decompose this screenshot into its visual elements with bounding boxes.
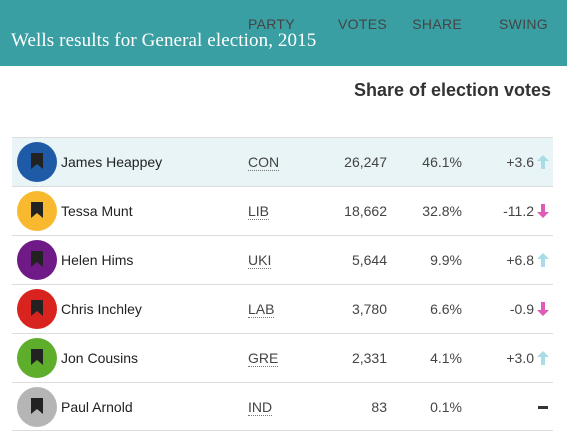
party-abbreviation-text: LAB <box>248 301 275 318</box>
column-header-votes: VOTES <box>338 16 387 32</box>
candidate-row: Tessa Munt LIB 18,662 32.8% -11.2 <box>12 186 553 235</box>
candidate-name: Tessa Munt <box>61 203 133 219</box>
swing-arrow-icon <box>537 253 549 267</box>
page-title: Wells results for General election, 2015 <box>11 30 317 51</box>
candidate-row: Jon Cousins GRE 2,331 4.1% +3.0 <box>12 333 553 382</box>
swing-value: +6.8 <box>506 252 534 268</box>
party-abbreviation[interactable]: CON <box>248 138 280 186</box>
column-header-swing: SWING <box>499 16 548 32</box>
swing-value: -11.2 <box>503 203 534 219</box>
candidate-row: Chris Inchley LAB 3,780 6.6% -0.9 <box>12 284 553 333</box>
votes-count: 2,331 <box>351 350 387 366</box>
party-abbreviation[interactable]: LIB <box>248 187 270 235</box>
swing-arrow-icon <box>537 351 549 365</box>
votes-count: 26,247 <box>344 154 387 170</box>
vote-share: 46.1% <box>422 154 462 170</box>
vote-share: 0.1% <box>430 399 462 415</box>
party-color-badge <box>17 338 57 378</box>
party-color-badge <box>17 142 57 182</box>
vote-share: 4.1% <box>430 350 462 366</box>
candidate-name: Jon Cousins <box>61 350 139 366</box>
swing-value: +3.0 <box>506 350 534 366</box>
votes-count: 18,662 <box>344 203 387 219</box>
section-subtitle: Share of election votes <box>353 80 551 100</box>
candidate-row: Paul Arnold IND 83 0.1% <box>12 382 553 431</box>
candidate-name: Helen Hims <box>61 252 134 268</box>
party-color-badge <box>17 240 57 280</box>
candidate-row: James Heappey CON 26,247 46.1% +3.6 <box>12 137 553 186</box>
swing-arrow-icon <box>537 155 549 169</box>
votes-count: 83 <box>371 399 387 415</box>
results-header: Wells results for General election, 2015 <box>0 0 567 66</box>
results-table: James Heappey CON 26,247 46.1% +3.6 Tess… <box>12 137 553 431</box>
votes-count: 3,780 <box>351 301 387 317</box>
party-abbreviation-text: IND <box>248 399 273 416</box>
bookmark-icon <box>31 251 43 267</box>
party-abbreviation-text: UKI <box>248 252 272 269</box>
party-color-badge <box>17 387 57 427</box>
bookmark-icon <box>31 153 43 169</box>
party-abbreviation[interactable]: IND <box>248 383 273 431</box>
candidate-row: Helen Hims UKI 5,644 9.9% +6.8 <box>12 235 553 284</box>
party-abbreviation[interactable]: UKI <box>248 236 272 284</box>
party-abbreviation-text: LIB <box>248 203 270 220</box>
vote-share: 6.6% <box>430 301 462 317</box>
bookmark-icon <box>31 398 43 414</box>
vote-share: 32.8% <box>422 203 462 219</box>
swing-arrow-icon <box>537 302 549 316</box>
votes-count: 5,644 <box>351 252 387 268</box>
party-abbreviation[interactable]: LAB <box>248 285 275 333</box>
swing-arrow-icon <box>537 204 549 218</box>
candidate-name: Chris Inchley <box>61 301 142 317</box>
swing-arrow-icon <box>538 406 548 409</box>
column-header-share: SHARE <box>412 16 462 32</box>
party-abbreviation-text: CON <box>248 154 280 171</box>
party-color-badge <box>17 191 57 231</box>
party-color-badge <box>17 289 57 329</box>
column-header-party: PARTY <box>248 16 295 32</box>
party-abbreviation[interactable]: GRE <box>248 334 279 382</box>
swing-value: +3.6 <box>506 154 534 170</box>
candidate-name: James Heappey <box>61 154 163 170</box>
candidate-name: Paul Arnold <box>61 399 133 415</box>
bookmark-icon <box>31 300 43 316</box>
party-abbreviation-text: GRE <box>248 350 279 367</box>
bookmark-icon <box>31 202 43 218</box>
swing-value: -0.9 <box>509 301 534 317</box>
bookmark-icon <box>31 349 43 365</box>
vote-share: 9.9% <box>430 252 462 268</box>
